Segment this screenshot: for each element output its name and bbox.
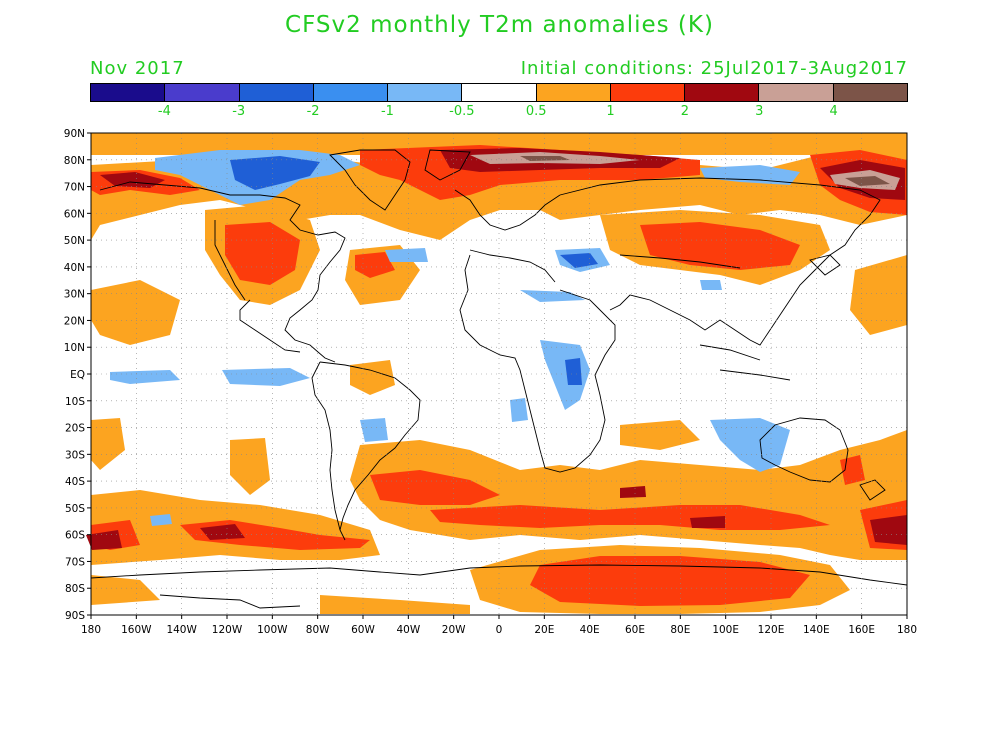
coastlines [90, 149, 908, 609]
colorbar-swatch [536, 84, 611, 101]
colorbar-tick-label: -3 [232, 104, 246, 119]
longitude-label: 160E [848, 624, 875, 636]
extreme-warm-regions [470, 152, 900, 190]
anomaly-fills [86, 133, 907, 614]
strong-cold-regions [230, 156, 598, 385]
graticule [91, 133, 907, 615]
longitude-label: 20W [442, 624, 466, 636]
latitude-label: 30N [64, 289, 85, 301]
longitude-label: 140W [166, 624, 197, 636]
latitude-label: EQ [70, 369, 85, 381]
map-title: CFSv2 monthly T2m anomalies (K) [285, 12, 714, 38]
colorbar-tick-label: -1 [380, 104, 394, 119]
longitude-label: 120W [212, 624, 243, 636]
colorbar-swatch [610, 84, 686, 101]
longitude-label: 140E [803, 624, 830, 636]
longitude-labels: 180 160W 140W 120W 100W 80W 60W 40W 20W 0 20E 40E 60… [81, 615, 917, 636]
colorbar-swatch [685, 84, 760, 101]
colorbar-swatch [759, 84, 834, 101]
colorbar-swatch [313, 84, 389, 101]
colorbar-tick-label: 0.5 [525, 104, 547, 119]
latitude-label: 80N [64, 155, 85, 167]
longitude-label: 20E [534, 624, 554, 636]
longitude-label: 180 [897, 624, 917, 636]
longitude-label: 60E [625, 624, 645, 636]
latitude-label: 30S [65, 449, 85, 461]
longitude-label: 60W [351, 624, 375, 636]
latitude-label: 70S [65, 556, 85, 568]
latitude-label: 20S [65, 423, 85, 435]
colorbar-tick-label: -4 [157, 104, 171, 119]
colorbar-swatch [91, 84, 166, 101]
colorbar-tick-label: -2 [306, 104, 320, 119]
latitude-label: 40S [65, 476, 85, 488]
initial-conditions-label: Initial conditions: 25Jul2017-3Aug2017 [520, 58, 908, 79]
longitude-label: 0 [496, 624, 503, 636]
longitude-label: 80W [306, 624, 330, 636]
latitude-label: 90S [65, 610, 85, 622]
colorbar [90, 83, 908, 102]
colorbar-tick-label: 3 [755, 104, 764, 119]
latitude-label: 60N [64, 208, 85, 220]
latitude-label: 50N [64, 235, 85, 247]
latitude-label: 10S [65, 396, 85, 408]
latitude-label: 70N [64, 182, 85, 194]
colorbar-tick-label: -0.5 [449, 104, 475, 119]
colorbar-swatch [388, 84, 463, 101]
longitude-label: 120E [758, 624, 785, 636]
latitude-label: 60S [65, 530, 85, 542]
longitude-label: 160W [121, 624, 152, 636]
longitude-label: 100W [257, 624, 288, 636]
latitude-label: 50S [65, 503, 85, 515]
latitude-label: 10N [64, 342, 85, 354]
latitude-label: 40N [64, 262, 85, 274]
colorbar-swatch [239, 84, 314, 101]
latitude-label: 90N [64, 128, 85, 140]
longitude-label: 40W [396, 624, 420, 636]
valid-month-label: Nov 2017 [90, 58, 185, 79]
colorbar-labels: -4 -3 -2 -1 -0.5 0.5 1 2 3 4 [90, 104, 908, 120]
longitude-label: 180 [81, 624, 101, 636]
colorbar-swatch [833, 84, 907, 101]
colorbar-tick-label: 2 [680, 104, 690, 119]
longitude-label: 40E [580, 624, 600, 636]
colorbar-tick-label: 1 [606, 104, 615, 119]
longitude-label: 80E [670, 624, 690, 636]
colorbar-swatch [165, 84, 240, 101]
colorbar-tick-label: 4 [829, 104, 838, 119]
latitude-label: 80S [65, 583, 85, 595]
latitude-labels: 90N 80N 70N 60N 50N 40N 30N 20N 10N EQ 10S 20S 30S 40… [64, 128, 91, 622]
longitude-label: 100E [712, 624, 739, 636]
latitude-label: 20N [64, 315, 85, 327]
colorbar-swatch [462, 84, 537, 101]
